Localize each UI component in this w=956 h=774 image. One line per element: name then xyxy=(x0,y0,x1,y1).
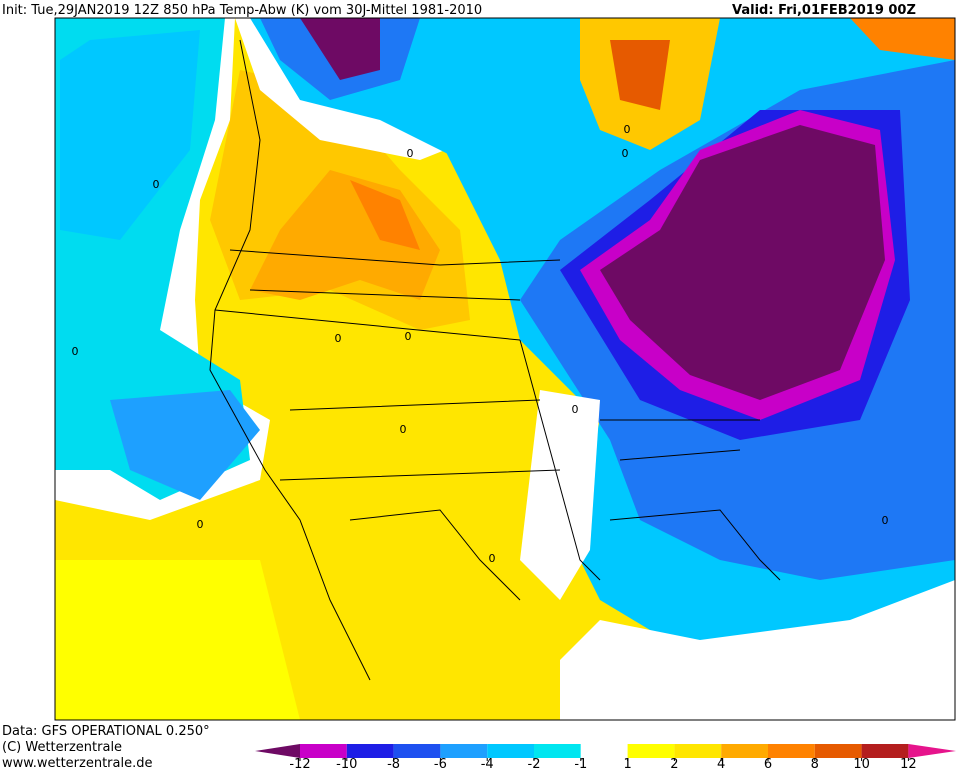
map-frame xyxy=(54,17,956,721)
region-yellow xyxy=(55,560,300,720)
footer-url: www.wetterzentrale.de xyxy=(2,756,152,770)
region-greenland-core xyxy=(610,40,670,110)
colorbar-tick-label: 2 xyxy=(670,757,678,770)
region-orange-ne xyxy=(850,18,955,60)
contour-labels: 0 0 0 0 0 0 0 0 0 0 0 0 xyxy=(72,123,889,565)
colorbar-swatch xyxy=(440,744,488,758)
colorbar-tick-label: 8 xyxy=(811,757,819,770)
contour-label: 0 xyxy=(572,403,579,416)
colorbar-tick-label: 4 xyxy=(717,757,725,770)
contour-label: 0 xyxy=(197,518,204,531)
footer-source: Data: GFS OPERATIONAL 0.250° xyxy=(2,724,210,739)
contour-label: 0 xyxy=(72,345,79,358)
colorbar: -12 -10 -8 -6 -4 -2 -1 1 2 4 6 8 10 12 xyxy=(255,744,956,772)
map xyxy=(54,17,956,721)
colorbar-tick-label: -2 xyxy=(528,757,541,770)
contour-label: 0 xyxy=(153,178,160,191)
region-lightblue xyxy=(60,30,200,240)
colorbar-tick-label: 1 xyxy=(623,757,631,770)
contour-label: 0 xyxy=(622,147,629,160)
colorbar-swatch xyxy=(580,744,628,758)
region-blue xyxy=(110,390,260,500)
region-darkorange xyxy=(350,180,420,250)
colorbar-swatch xyxy=(721,744,768,758)
colorbar-swatch xyxy=(487,744,534,758)
contour-label: 0 xyxy=(400,423,407,436)
borders xyxy=(209,39,781,681)
colorbar-tick-label: 10 xyxy=(853,757,870,770)
colorbar-tick-label: -1 xyxy=(574,757,587,770)
colorbar-swatch xyxy=(534,744,581,758)
header-valid: Valid: Fri,01FEB2019 00Z xyxy=(732,3,916,18)
colorbar-tick-label: -6 xyxy=(434,757,447,770)
colorbar-tick-label: 6 xyxy=(764,757,772,770)
colorbar-swatch xyxy=(814,744,862,758)
colorbar-swatch xyxy=(768,744,815,758)
colorbar-tick-label: -4 xyxy=(481,757,494,770)
colorbar-swatch xyxy=(346,744,394,758)
colorbar-swatch xyxy=(861,744,909,758)
contour-label: 0 xyxy=(407,147,414,160)
contour-label: 0 xyxy=(624,123,631,136)
contour-label: 0 xyxy=(489,552,496,565)
colorbar-arrow-right xyxy=(908,744,956,758)
colorbar-tick-label: -8 xyxy=(387,757,400,770)
region-darkpurple xyxy=(600,125,885,400)
region-purple-north xyxy=(300,18,380,80)
colorbar-swatch xyxy=(393,744,441,758)
colorbar-arrow-left xyxy=(255,744,300,758)
region-white-south xyxy=(520,390,600,600)
header-init: Init: Tue,29JAN2019 12Z 850 hPa Temp-Abw… xyxy=(2,3,482,18)
contour-label: 0 xyxy=(335,332,342,345)
region-white-gulf xyxy=(560,580,955,720)
contour-label: 0 xyxy=(405,330,412,343)
colorbar-tick-label: -12 xyxy=(289,757,310,770)
contour-label: 0 xyxy=(882,514,889,527)
colorbar-swatch xyxy=(300,744,347,758)
footer-copyright: (C) Wetterzentrale xyxy=(2,740,122,755)
colorbar-tick-label: -10 xyxy=(336,757,357,770)
colorbar-swatch xyxy=(674,744,722,758)
colorbar-swatch xyxy=(627,744,675,758)
colorbar-tick-label: 12 xyxy=(900,757,917,770)
